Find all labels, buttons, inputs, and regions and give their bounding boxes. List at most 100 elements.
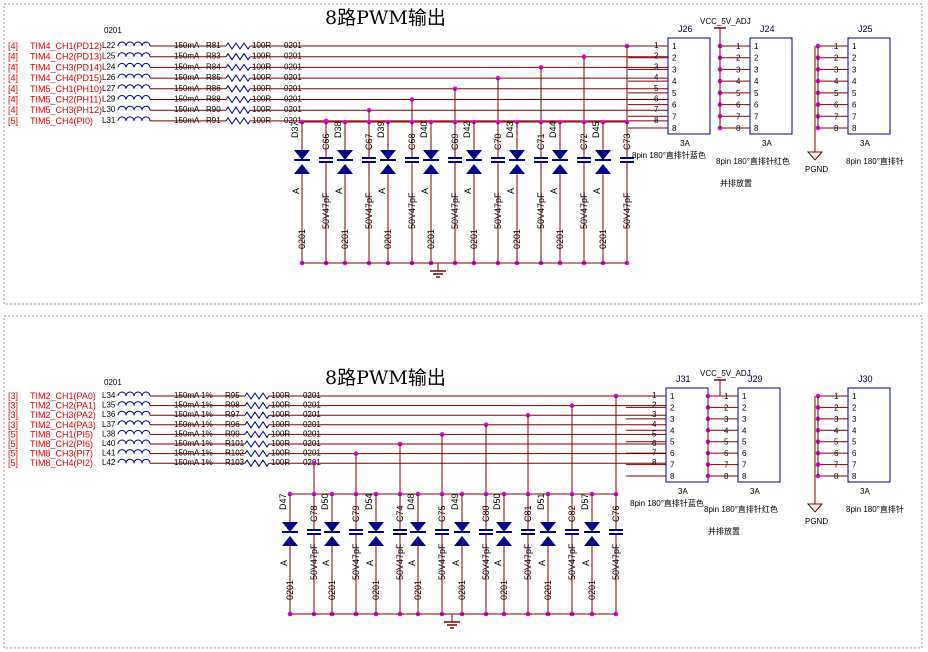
signal-name: TIM5_CH4(PI0) — [30, 116, 93, 126]
connector-pin-label: 5 — [742, 438, 747, 447]
inductor-ref: L34 — [102, 391, 116, 400]
signal-name: TIM8_CH2(PI6) — [30, 439, 93, 449]
diode-anode-label: A — [592, 188, 602, 194]
diode-anode-label: A — [321, 560, 331, 566]
cap-ref: C73 — [622, 133, 632, 150]
connector-pin-label: 6 — [672, 101, 677, 110]
diode-ref: D37 — [290, 121, 300, 138]
diode-triangle — [410, 522, 426, 532]
inductor — [117, 62, 151, 68]
connector-pin-label: 6 — [852, 449, 857, 458]
cap-value: 50V47pF — [622, 192, 632, 229]
cap-ref: C74 — [395, 505, 405, 522]
cap-value: 50V47pF — [407, 192, 417, 229]
inductor-ref: L38 — [102, 429, 116, 438]
diode-ref: D39 — [376, 121, 386, 138]
diode-anode-label: A — [581, 560, 591, 566]
connector-pin-label: 8 — [852, 472, 857, 481]
connector-body — [749, 37, 793, 135]
cap-value: 50V47pF — [523, 543, 533, 580]
diode-anode-label: A — [365, 560, 375, 566]
cap-package: 0201 — [587, 580, 597, 600]
diode-triangle — [509, 164, 525, 174]
cap-package: 0201 — [285, 580, 295, 600]
inductor — [117, 73, 151, 79]
inductor-ref: L29 — [102, 95, 116, 104]
resistor — [244, 420, 270, 429]
cap-value: 50V47pF — [567, 543, 577, 580]
resistor — [225, 116, 251, 125]
resistor — [244, 401, 270, 410]
connector-pin-number: 4 — [652, 420, 657, 429]
connector-pin-label: 2 — [670, 403, 675, 412]
cap-package: 0201 — [297, 229, 307, 249]
cap-package: 0201 — [469, 229, 479, 249]
cap-value: 50V47pF — [351, 543, 361, 580]
diode-ref: D50 — [320, 493, 330, 510]
diode-triangle — [410, 536, 426, 546]
signal-name: TIM5_CH1(PH10) — [30, 84, 102, 94]
sheet-ref: [3] — [8, 401, 18, 411]
inductor-ref: L36 — [102, 410, 116, 419]
resistor — [244, 392, 270, 400]
connector-pin-number: 7 — [654, 105, 659, 114]
resistor — [244, 459, 270, 468]
cap-package: 0201 — [512, 229, 522, 249]
sheet-ref: [4] — [8, 95, 18, 105]
cap-ref: C70 — [493, 133, 503, 150]
cap-value: 50V47pF — [437, 543, 447, 580]
connector-pin-number: 3 — [652, 410, 657, 419]
connector-pin-number: 4 — [654, 73, 659, 82]
signal-name: TIM8_CH3(PI7) — [30, 449, 93, 459]
cap-package: 0201 — [426, 229, 436, 249]
sheet-ref: [4] — [8, 84, 18, 94]
cap-value: 50V47pF — [364, 192, 374, 229]
connector-pin-label: 3 — [672, 65, 677, 74]
resistor — [244, 411, 270, 420]
connector-pin-label: 7 — [852, 461, 857, 470]
connector-pin-label: 3 — [742, 415, 747, 424]
connector-pin-label: 6 — [754, 101, 759, 110]
cap-value: 50V47pF — [493, 192, 503, 229]
signal-name: TIM4_CH4(PD15) — [30, 73, 102, 83]
connector-ref: J29 — [748, 374, 763, 384]
signal-name: TIM2_CH1(PA0) — [30, 391, 96, 401]
pgnd-label: PGND — [805, 517, 828, 526]
inductor — [117, 429, 151, 435]
diode-triangle — [540, 522, 556, 532]
diode-anode-label: A — [493, 560, 503, 566]
cap-ref: C76 — [611, 505, 621, 522]
connector-pin-label: 1 — [670, 392, 675, 401]
diode-triangle — [337, 164, 353, 174]
connector-rating: 3A — [860, 487, 870, 496]
inductor-ref: L25 — [102, 52, 116, 61]
connector-pin-label: 4 — [670, 426, 675, 435]
connector-pin-label: 8 — [852, 124, 857, 133]
diode-anode-label: A — [549, 188, 559, 194]
connector-pin-label: 5 — [754, 89, 759, 98]
connector-pin-label: 8 — [670, 472, 675, 481]
connector-desc: 8pin 180°直排针蓝色 — [630, 498, 704, 508]
connector-pin-number: 6 — [654, 95, 659, 104]
diode-triangle — [595, 150, 611, 160]
inductor — [117, 458, 151, 464]
connector-pin-label: 3 — [852, 415, 857, 424]
cap-package: 0201 — [598, 229, 608, 249]
diode-ref: D38 — [333, 121, 343, 138]
cap-ref: C69 — [450, 133, 460, 150]
connector-pin-label: 7 — [672, 112, 677, 121]
connector-ref: J31 — [676, 374, 691, 384]
cap-ref: C79 — [351, 505, 361, 522]
inductor — [117, 449, 151, 454]
diode-ref: D57 — [580, 493, 590, 510]
connector-pin-label: 7 — [742, 461, 747, 470]
package-label: 0201 — [104, 26, 122, 35]
cap-package: 0201 — [457, 580, 467, 600]
connector-pin-number: 8 — [652, 458, 657, 467]
sheet-ref: [4] — [8, 52, 18, 62]
package-label: 0201 — [104, 378, 122, 387]
sheet-ref: [3] — [8, 410, 18, 420]
diode-ref: D47 — [278, 493, 288, 510]
junction-dot — [538, 65, 544, 70]
